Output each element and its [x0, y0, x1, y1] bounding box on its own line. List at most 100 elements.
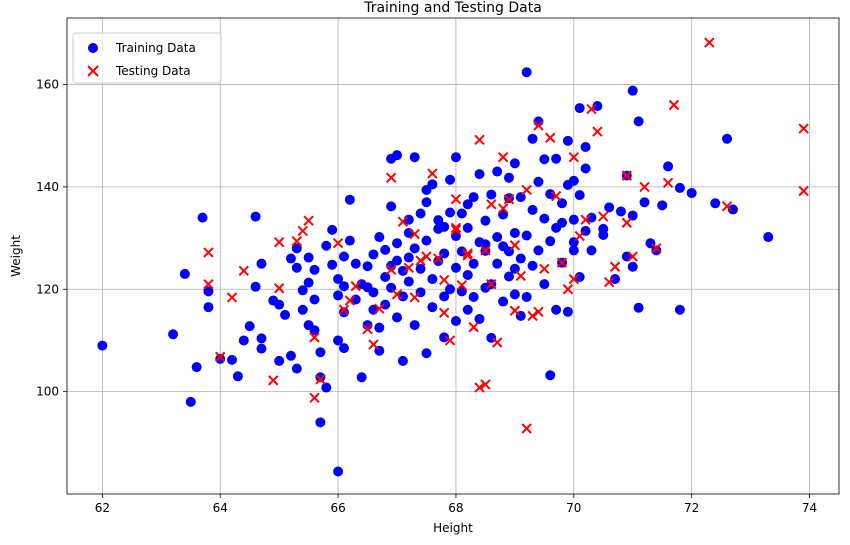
- training-point: [639, 197, 650, 208]
- training-point: [333, 290, 344, 301]
- x-tick-label: 64: [213, 501, 228, 515]
- training-point: [492, 258, 503, 269]
- training-point: [492, 166, 503, 177]
- training-point: [291, 262, 302, 273]
- training-point: [397, 265, 408, 276]
- training-point: [397, 355, 408, 366]
- chart-title: Training and Testing Data: [363, 0, 542, 16]
- axis-ticks: 62 64 66 68 70 72 74 100 120 140 160: [36, 78, 817, 515]
- training-point: [350, 258, 361, 269]
- training-point: [362, 282, 373, 293]
- testing-point: [474, 382, 485, 393]
- legend-marker-training: [88, 43, 98, 53]
- testing-point: [533, 120, 544, 131]
- training-point: [285, 253, 296, 264]
- training-point: [568, 214, 579, 225]
- testing-point-stroke: [586, 103, 597, 115]
- testing-point-stroke: [438, 274, 450, 286]
- training-point: [492, 232, 503, 243]
- testing-point-stroke: [491, 337, 503, 348]
- testing-point: [332, 237, 344, 249]
- testing-point-stroke: [268, 375, 279, 386]
- legend-label-training: Training Data: [115, 41, 196, 55]
- training-point: [244, 321, 255, 332]
- testing-point: [545, 132, 556, 143]
- training-point: [539, 213, 550, 224]
- training-point: [427, 302, 438, 313]
- testing-point: [603, 276, 615, 288]
- training-point: [203, 286, 214, 297]
- testing-point-stroke: [533, 120, 544, 131]
- training-point: [450, 152, 461, 163]
- training-point: [392, 312, 403, 323]
- training-point: [344, 194, 355, 205]
- training-point: [409, 152, 420, 163]
- testing-point: [509, 240, 521, 251]
- training-point: [256, 333, 267, 344]
- testing-point: [385, 264, 397, 276]
- training-point: [356, 372, 367, 383]
- testing-point-stroke: [409, 292, 420, 303]
- training-point: [521, 67, 532, 78]
- testing-point: [533, 306, 544, 317]
- x-tick-label: 66: [330, 501, 345, 515]
- testing-point: [374, 303, 385, 314]
- training-point: [309, 264, 320, 275]
- testing-point: [480, 245, 491, 256]
- y-tick-label: 160: [36, 78, 59, 92]
- training-point: [468, 291, 479, 302]
- y-axis-label: Weight: [9, 235, 23, 277]
- training-point: [333, 274, 344, 285]
- testing-point: [438, 307, 450, 319]
- testing-point-stroke: [580, 214, 591, 225]
- testing-point: [362, 323, 373, 335]
- training-point: [486, 189, 497, 200]
- training-point: [427, 274, 438, 285]
- training-point: [179, 268, 190, 279]
- training-point: [627, 85, 638, 96]
- data-points: [97, 37, 809, 477]
- testing-point: [315, 374, 326, 385]
- training-point: [274, 355, 285, 366]
- testing-point-stroke: [450, 224, 462, 236]
- training-point: [445, 207, 456, 218]
- testing-point: [268, 375, 279, 386]
- training-point: [232, 371, 243, 382]
- training-point: [386, 201, 397, 212]
- testing-point-stroke: [480, 245, 491, 256]
- testing-point: [662, 177, 674, 189]
- testing-point: [391, 289, 403, 300]
- testing-point: [273, 283, 285, 294]
- training-point: [256, 343, 267, 354]
- training-point: [309, 325, 320, 336]
- testing-point: [627, 251, 638, 262]
- testing-point-stroke: [798, 185, 809, 197]
- training-point: [291, 363, 302, 374]
- grid-lines: [67, 18, 839, 494]
- testing-point: [409, 228, 420, 240]
- testing-point: [704, 37, 715, 48]
- training-point: [433, 215, 444, 226]
- testing-point-stroke: [338, 304, 350, 315]
- testing-point-stroke: [556, 257, 568, 268]
- testing-point-stroke: [521, 423, 532, 434]
- training-point: [439, 332, 450, 343]
- testing-point-stroke: [344, 295, 356, 306]
- testing-point-stroke: [374, 303, 385, 314]
- testing-point: [798, 185, 809, 197]
- testing-point-stroke: [550, 190, 562, 202]
- testing-point: [427, 168, 438, 179]
- testing-point-stroke: [203, 247, 214, 258]
- testing-point-stroke: [309, 392, 320, 403]
- training-point: [421, 197, 432, 208]
- testing-point: [486, 278, 497, 290]
- testing-point-stroke: [527, 310, 538, 322]
- training-point: [722, 133, 733, 144]
- testing-point: [438, 274, 450, 286]
- testing-point-stroke: [350, 280, 361, 292]
- testing-point: [550, 190, 562, 202]
- training-point: [657, 200, 668, 211]
- training-point: [568, 245, 579, 256]
- testing-point-stroke: [362, 323, 373, 335]
- testing-point-stroke: [497, 152, 509, 163]
